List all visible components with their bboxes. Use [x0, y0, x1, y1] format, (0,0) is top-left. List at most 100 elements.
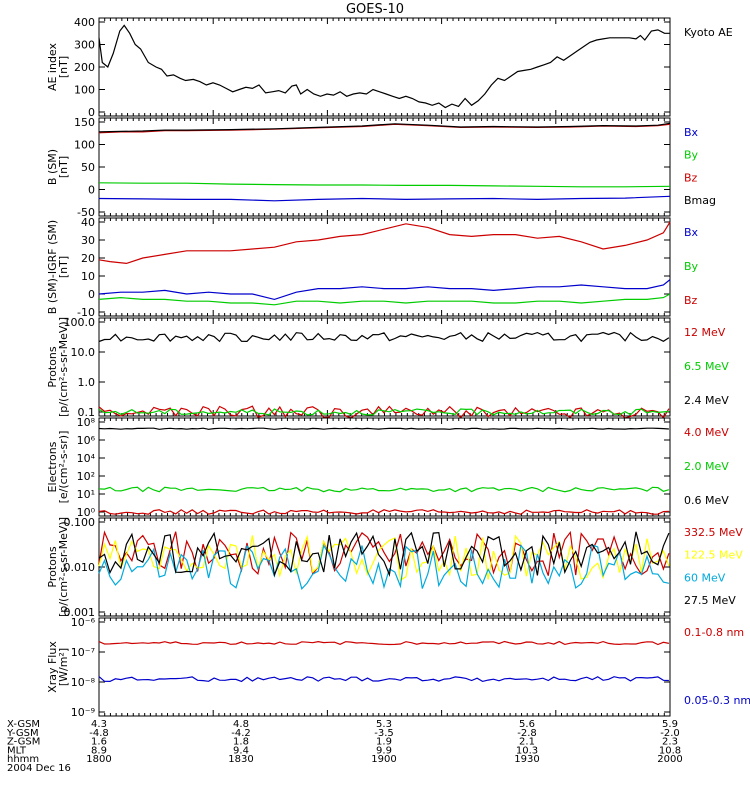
series-line-by: [98, 182, 671, 188]
ephem-value: 1830: [228, 754, 253, 765]
ephem-value: 8.9: [91, 745, 107, 756]
series-line-bx: [98, 279, 671, 301]
ephem-value: -2.8: [517, 728, 537, 739]
legend-0-1-0-8-nm: 0.1-0.8 nm: [684, 626, 744, 639]
legend-bmag: Bmag: [684, 194, 716, 207]
ephem-value: 4.8: [233, 719, 249, 730]
y-axis-label: AE index: [46, 42, 59, 91]
legend-bx: Bx: [684, 126, 699, 139]
y-tick-label: 300: [74, 39, 95, 52]
panel-ae: 400 300 200 100 0 AE index[nT] Kyoto AE: [46, 16, 733, 119]
legend-60-mev: 60 MeV: [684, 571, 726, 584]
series-line-0-05-0-3-nm: [98, 676, 669, 683]
y-tick-label: 10⁶: [77, 434, 96, 447]
y-tick-label: 0: [88, 288, 95, 301]
legend-kyoto-ae: Kyoto AE: [684, 26, 733, 39]
y-tick-label: 1.0: [78, 376, 96, 389]
legend-bx: Bx: [684, 226, 699, 239]
ephem-label: hhmm: [7, 754, 39, 765]
ephem-label: Y-GSM: [6, 728, 39, 739]
series-line-4-0-mev: [98, 509, 669, 515]
y-tick-label: 40: [81, 216, 95, 229]
legend-12-mev: 12 MeV: [684, 326, 726, 339]
y-tick-label: 100: [74, 84, 95, 97]
y-tick-label: 10⁸: [77, 416, 96, 429]
panel-bigrf: 40 30 20 10 0 -10 B (SM)-IGRF (SM)[nT] Bx By Bz: [46, 216, 699, 319]
y-tick-label: 10¹: [77, 488, 95, 501]
ephem-value: 9.9: [376, 745, 392, 756]
series-line-bx: [98, 195, 671, 202]
ephem-value: 5.6: [519, 719, 535, 730]
legend-by: By: [684, 149, 699, 162]
legend-bz: Bz: [684, 171, 698, 184]
y-axis-label: [nT]: [57, 156, 70, 178]
ephem-label: X-GSM: [7, 719, 40, 730]
y-tick-label: 50: [81, 161, 95, 174]
ephem-value: 1800: [86, 754, 111, 765]
series-line-332-5-mev: [98, 530, 670, 576]
y-tick-label: 150: [74, 116, 95, 129]
legend-2-4-mev: 2.4 MeV: [684, 394, 729, 407]
y-tick-label: 400: [74, 16, 95, 29]
y-tick-label: 10²: [77, 470, 95, 483]
legend-bz: Bz: [684, 294, 698, 307]
y-tick-label: 100.0: [64, 316, 96, 329]
panel-frame: [98, 117, 671, 217]
legend-0-05-0-3-nm: 0.05-0.3 nm: [684, 694, 750, 707]
ephem-value: -4.2: [231, 728, 251, 739]
y-tick-label: 20: [81, 252, 95, 265]
ephem-label: MLT: [7, 745, 27, 756]
series-line-27-5-mev: [98, 531, 670, 578]
ephem-value: 2.1: [519, 737, 535, 748]
legend-2-0-mev: 2.0 MeV: [684, 460, 729, 473]
y-tick-label: 10.0: [71, 346, 96, 359]
y-axis-label: B (SM): [46, 149, 59, 185]
ephem-value: 10.3: [516, 745, 538, 756]
legend-4-0-mev: 4.0 MeV: [684, 426, 729, 439]
ephem-value: 2.3: [662, 737, 678, 748]
series-line-6-5-mev: [98, 408, 669, 416]
series-line-kyoto-ae: [98, 24, 670, 109]
y-tick-label: 10⁻⁷: [71, 646, 95, 659]
ephem-value: -3.5: [374, 728, 394, 739]
panel-frame: [98, 617, 671, 717]
panel-electrons: 10⁸ 10⁶ 10⁴ 10² 10¹ 10⁰ Electrons[e/(cm²-s-sr)…: [46, 416, 729, 519]
series-line-0-1-0-8-nm: [98, 640, 670, 646]
y-tick-label: 10⁻⁸: [71, 676, 96, 689]
legend-6-5-mev: 6.5 MeV: [684, 360, 729, 373]
y-axis-label: [e/(cm²-s-sr)]: [57, 431, 70, 504]
ephem-value: 1930: [514, 754, 539, 765]
ephem-value: 1.9: [376, 737, 392, 748]
panel-xray: 10⁻⁶ 10⁻⁷ 10⁻⁸ 10⁻⁹ Xray Flux[W/m²] 0.1-0.8 n…: [46, 616, 750, 719]
chart-title: GOES-10: [346, 2, 404, 17]
y-tick-label: 0.100: [64, 516, 96, 529]
panel-frame: [98, 417, 671, 517]
y-axis-label: Electrons: [46, 441, 59, 492]
y-axis-label: Xray Flux: [46, 641, 59, 693]
y-tick-label: -50: [77, 206, 95, 219]
series-line-by: [98, 293, 671, 306]
ephem-value: 4.3: [91, 719, 107, 730]
ephem-value: 5.9: [662, 719, 678, 730]
y-tick-label: 0.1: [78, 406, 96, 419]
y-axis-label: B (SM)-IGRF (SM): [46, 220, 59, 314]
y-axis-label: [W/m²]: [57, 648, 70, 686]
y-tick-label: 10⁻⁶: [71, 616, 96, 629]
series-line-bz: [98, 221, 671, 265]
series-line-2-4-mev: [98, 331, 670, 343]
panel-frame: [98, 17, 671, 117]
ephem-value: 1.8: [233, 737, 249, 748]
y-axis-label: [nT]: [57, 56, 70, 78]
y-tick-label: 10⁰: [77, 506, 96, 519]
series-line-2-0-mev: [98, 486, 670, 493]
y-axis-label: [p/(cm²-s-sr-MeV)]: [57, 517, 70, 617]
y-axis-label: Protons: [46, 546, 59, 587]
y-tick-label: 10⁻⁹: [71, 706, 95, 719]
series-line-bmag: [98, 122, 671, 133]
ephem-value: -2.0: [660, 728, 680, 739]
ephem-value: 10.8: [659, 745, 681, 756]
y-tick-label: 10⁴: [77, 452, 96, 465]
legend-by: By: [684, 260, 699, 273]
ephem-value: 9.4: [233, 745, 249, 756]
